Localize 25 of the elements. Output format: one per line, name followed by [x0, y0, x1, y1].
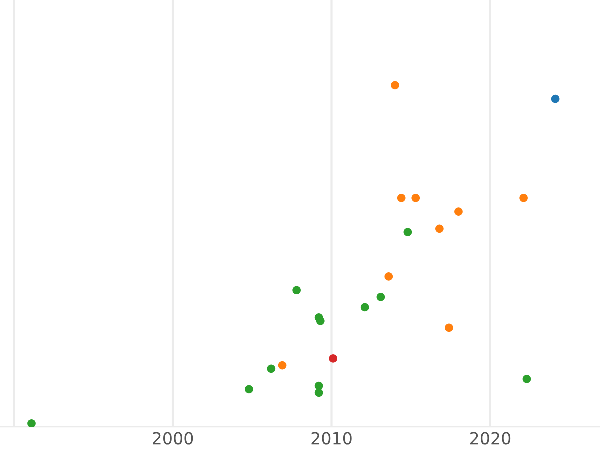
x-tick-label: 2020 [470, 432, 511, 445]
point [391, 81, 400, 90]
point [522, 375, 532, 384]
point [28, 419, 36, 428]
point [445, 324, 454, 332]
point [551, 94, 560, 104]
point [314, 382, 324, 390]
point [404, 228, 412, 236]
point [397, 194, 406, 202]
point [436, 224, 444, 234]
point [329, 354, 338, 363]
point [267, 364, 276, 374]
point [314, 388, 324, 398]
point [384, 272, 394, 281]
point [316, 316, 325, 326]
point [292, 286, 301, 295]
point [454, 208, 463, 216]
point [245, 385, 254, 394]
point [520, 194, 528, 202]
point [278, 361, 287, 370]
x-tick-label: 2000 [153, 432, 194, 445]
point [412, 194, 420, 202]
point [376, 293, 386, 302]
point [360, 303, 370, 312]
x-tick-label: 2010 [312, 432, 352, 445]
